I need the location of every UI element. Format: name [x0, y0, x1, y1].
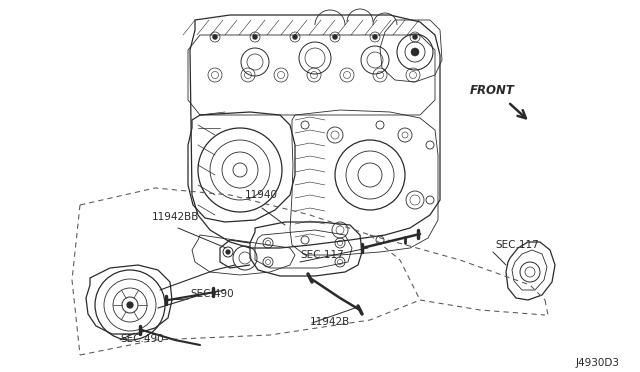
Circle shape [226, 250, 230, 254]
Text: SEC.117: SEC.117 [495, 240, 539, 250]
Circle shape [212, 35, 218, 39]
Circle shape [292, 35, 298, 39]
Text: SEC.117: SEC.117 [300, 250, 344, 260]
Circle shape [413, 35, 417, 39]
Text: 11942BB: 11942BB [152, 212, 200, 222]
Text: SEC.490: SEC.490 [190, 289, 234, 299]
Text: J4930D3: J4930D3 [576, 358, 620, 368]
Text: SEC.490: SEC.490 [120, 334, 164, 344]
Circle shape [411, 48, 419, 56]
Text: 11940: 11940 [245, 190, 278, 200]
Circle shape [127, 302, 133, 308]
Circle shape [372, 35, 378, 39]
Text: 11942B: 11942B [310, 317, 350, 327]
Text: FRONT: FRONT [470, 83, 515, 96]
Circle shape [253, 35, 257, 39]
Circle shape [333, 35, 337, 39]
